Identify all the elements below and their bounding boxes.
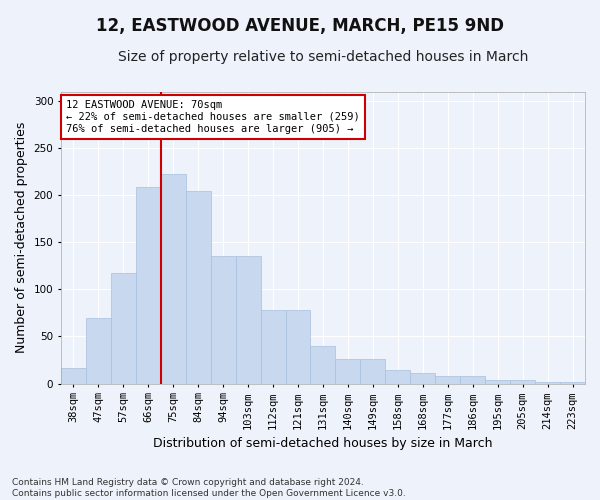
Bar (385, 370, 410, 384)
X-axis label: Distribution of semi-detached houses by size in March: Distribution of semi-detached houses by … (153, 437, 493, 450)
Bar (510, 380, 535, 384)
Bar (161, 174, 186, 384)
Bar (410, 373, 435, 384)
Bar (211, 256, 236, 384)
Bar (186, 192, 211, 384)
Bar (335, 359, 361, 384)
Text: 12, EASTWOOD AVENUE, MARCH, PE15 9ND: 12, EASTWOOD AVENUE, MARCH, PE15 9ND (96, 18, 504, 36)
Bar (260, 310, 286, 384)
Bar (435, 376, 460, 384)
Text: 12 EASTWOOD AVENUE: 70sqm
← 22% of semi-detached houses are smaller (259)
76% of: 12 EASTWOOD AVENUE: 70sqm ← 22% of semi-… (66, 100, 360, 134)
Bar (136, 186, 161, 384)
Y-axis label: Number of semi-detached properties: Number of semi-detached properties (15, 122, 28, 353)
Text: Contains HM Land Registry data © Crown copyright and database right 2024.
Contai: Contains HM Land Registry data © Crown c… (12, 478, 406, 498)
Bar (310, 346, 335, 384)
Bar (460, 376, 485, 384)
Bar (535, 382, 560, 384)
Bar (236, 256, 260, 384)
Bar (361, 359, 385, 384)
Bar (86, 318, 111, 384)
Title: Size of property relative to semi-detached houses in March: Size of property relative to semi-detach… (118, 50, 528, 64)
Bar (61, 368, 86, 384)
Bar (560, 382, 585, 384)
Bar (286, 310, 310, 384)
Bar (485, 380, 510, 384)
Bar (111, 274, 136, 384)
